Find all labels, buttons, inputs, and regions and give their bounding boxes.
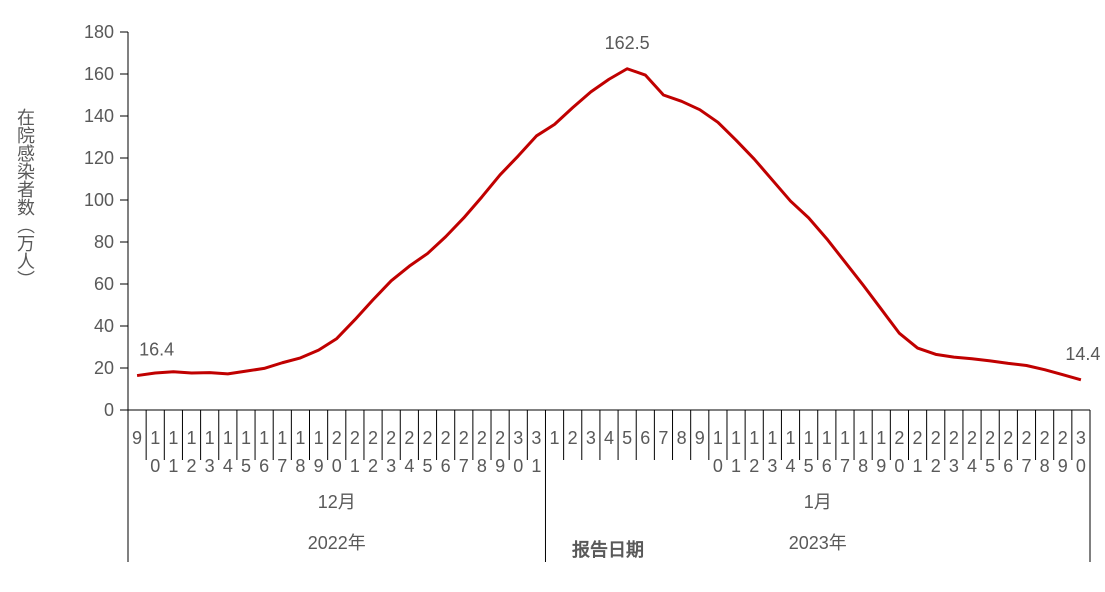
x-tick-label: 18 bbox=[853, 428, 873, 484]
y-tick-label: 60 bbox=[94, 274, 114, 294]
x-tick-label: 9 bbox=[690, 428, 710, 456]
y-tick-label: 20 bbox=[94, 358, 114, 378]
x-tick-label: 14 bbox=[218, 428, 238, 484]
x-tick-label: 8 bbox=[672, 428, 692, 456]
y-tick-label: 80 bbox=[94, 232, 114, 252]
x-tick-label: 9 bbox=[127, 428, 147, 456]
x-tick-label: 31 bbox=[526, 428, 546, 484]
data-label: 162.5 bbox=[605, 33, 650, 53]
x-tick-label: 23 bbox=[944, 428, 964, 484]
x-tick-label: 10 bbox=[145, 428, 165, 484]
x-tick-label: 6 bbox=[635, 428, 655, 456]
x-tick-label: 26 bbox=[436, 428, 456, 484]
year-label: 2023年 bbox=[789, 533, 847, 553]
x-tick-label: 16 bbox=[254, 428, 274, 484]
data-label: 14.4 bbox=[1065, 344, 1100, 364]
x-tick-label: 26 bbox=[998, 428, 1018, 484]
x-tick-label: 1 bbox=[545, 428, 565, 456]
y-tick-label: 180 bbox=[84, 22, 114, 42]
x-tick-label: 27 bbox=[454, 428, 474, 484]
y-tick-label: 120 bbox=[84, 148, 114, 168]
x-tick-label: 16 bbox=[817, 428, 837, 484]
x-tick-label: 12 bbox=[744, 428, 764, 484]
x-tick-label: 14 bbox=[781, 428, 801, 484]
x-tick-label: 19 bbox=[309, 428, 329, 484]
x-tick-label: 24 bbox=[399, 428, 419, 484]
x-tick-label: 20 bbox=[327, 428, 347, 484]
x-tick-label: 11 bbox=[163, 428, 183, 484]
x-tick-label: 13 bbox=[762, 428, 782, 484]
x-tick-label: 24 bbox=[962, 428, 982, 484]
y-tick-label: 100 bbox=[84, 190, 114, 210]
month-label: 1月 bbox=[804, 492, 832, 512]
month-label: 12月 bbox=[318, 492, 356, 512]
data-label: 16.4 bbox=[139, 340, 174, 360]
x-tick-label: 20 bbox=[889, 428, 909, 484]
series-line bbox=[136, 67, 1082, 382]
x-tick-label: 4 bbox=[599, 428, 619, 456]
y-tick-label: 40 bbox=[94, 316, 114, 336]
year-label: 2022年 bbox=[308, 533, 366, 553]
x-tick-label: 17 bbox=[272, 428, 292, 484]
x-tick-label: 22 bbox=[363, 428, 383, 484]
x-tick-label: 21 bbox=[908, 428, 928, 484]
y-tick-label: 0 bbox=[104, 400, 114, 420]
x-tick-label: 19 bbox=[871, 428, 891, 484]
x-tick-label: 22 bbox=[926, 428, 946, 484]
x-tick-label: 21 bbox=[345, 428, 365, 484]
y-tick-label: 140 bbox=[84, 106, 114, 126]
x-tick-label: 28 bbox=[1035, 428, 1055, 484]
x-tick-label: 5 bbox=[617, 428, 637, 456]
x-tick-label: 27 bbox=[1016, 428, 1036, 484]
x-tick-label: 10 bbox=[708, 428, 728, 484]
x-tick-label: 2 bbox=[563, 428, 583, 456]
x-axis-title: 报告日期 bbox=[572, 539, 644, 560]
x-tick-label: 30 bbox=[508, 428, 528, 484]
x-tick-label: 23 bbox=[381, 428, 401, 484]
x-tick-label: 18 bbox=[290, 428, 310, 484]
x-tick-label: 12 bbox=[182, 428, 202, 484]
x-tick-label: 17 bbox=[835, 428, 855, 484]
x-tick-label: 30 bbox=[1071, 428, 1091, 484]
x-tick-label: 15 bbox=[236, 428, 256, 484]
x-tick-label: 29 bbox=[490, 428, 510, 484]
x-tick-label: 13 bbox=[200, 428, 220, 484]
x-tick-label: 25 bbox=[980, 428, 1000, 484]
x-tick-label: 25 bbox=[417, 428, 437, 484]
x-tick-label: 15 bbox=[799, 428, 819, 484]
y-axis-title: 在院感染者数（万人） bbox=[15, 108, 35, 288]
x-tick-label: 11 bbox=[726, 428, 746, 484]
x-tick-label: 7 bbox=[653, 428, 673, 456]
y-tick-label: 160 bbox=[84, 64, 114, 84]
x-tick-label: 3 bbox=[581, 428, 601, 456]
x-tick-label: 29 bbox=[1053, 428, 1073, 484]
x-tick-label: 28 bbox=[472, 428, 492, 484]
